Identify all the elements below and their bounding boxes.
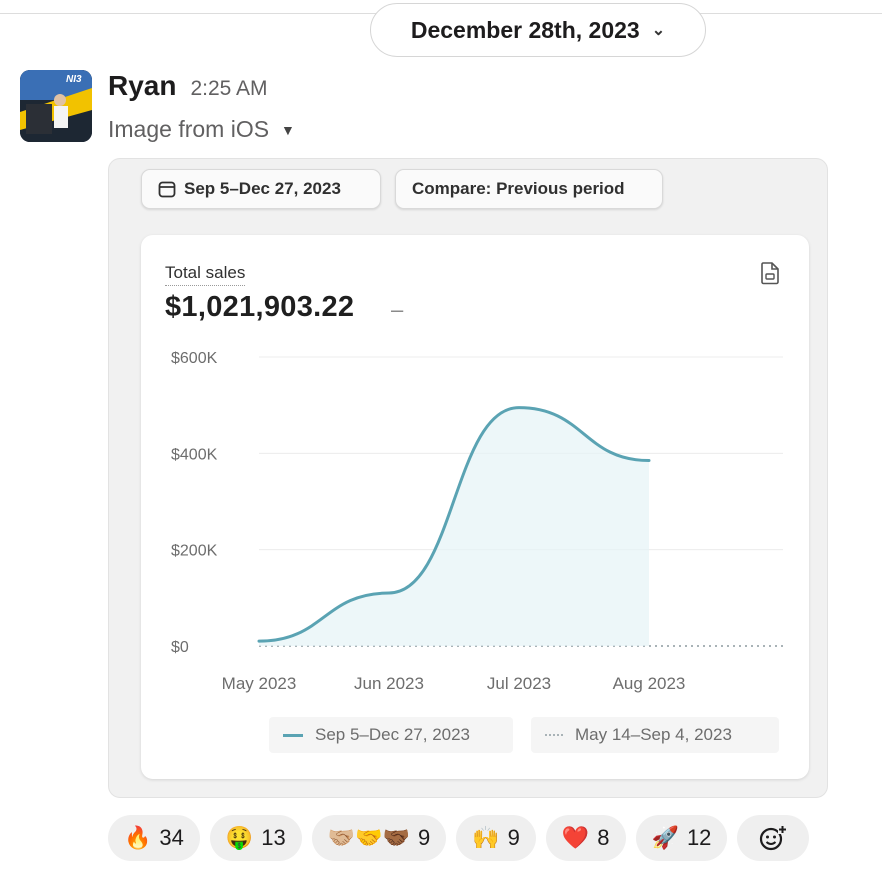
caret-down-icon[interactable]: ▼ xyxy=(281,121,295,138)
image-attachment[interactable]: Sep 5–Dec 27, 2023 Compare: Previous per… xyxy=(108,158,828,798)
money-mouth-face-icon: 🤑 xyxy=(225,825,254,850)
metric-title: Total sales xyxy=(165,263,246,286)
y-tick-label: $200K xyxy=(171,543,218,560)
reaction-pill[interactable]: ❤️ 8 xyxy=(545,815,626,861)
attachment-label[interactable]: Image from iOS ▼ xyxy=(108,116,295,143)
total-sales-card: Total sales $1,021,903.22 – $0 $200K $400K… xyxy=(141,235,809,779)
compare-label: Compare: Previous period xyxy=(412,179,625,198)
reaction-count: 13 xyxy=(261,825,286,850)
raised-hands-icon: 🙌 xyxy=(472,825,500,850)
reaction-pill[interactable]: 🚀 12 xyxy=(635,815,728,861)
reaction-pill[interactable]: 🔥 34 xyxy=(108,815,200,861)
rocket-icon: 🚀 xyxy=(651,825,679,850)
date-range-label: Sep 5–Dec 27, 2023 xyxy=(184,179,341,198)
date-divider-button[interactable]: December 28th, 2023 ⌄ xyxy=(370,3,706,57)
x-tick-label: Jun 2023 xyxy=(354,674,424,693)
svg-text:NI3: NI3 xyxy=(66,74,82,85)
x-tick-label: Jul 2023 xyxy=(487,674,551,693)
red-heart-icon: ❤️ xyxy=(561,825,590,850)
reaction-pill[interactable]: 🤝🏼🤝🤝🏾 9 xyxy=(311,815,447,861)
avatar[interactable]: NI3 xyxy=(20,70,92,142)
fire-icon: 🔥 xyxy=(124,825,152,850)
y-tick-label: $400K xyxy=(171,446,218,463)
reaction-count: 9 xyxy=(417,825,431,850)
series-current-line xyxy=(257,406,651,643)
attachment-label-text: Image from iOS xyxy=(108,116,270,142)
legend-dotted-line-swatch xyxy=(545,734,563,736)
legend-current-label: Sep 5–Dec 27, 2023 xyxy=(315,725,471,744)
reaction-count: 9 xyxy=(507,825,520,850)
message-header: Ryan 2:25 AM xyxy=(108,70,268,102)
legend-previous-period[interactable]: May 14–Sep 4, 2023 xyxy=(531,717,779,753)
add-emoji-icon xyxy=(760,825,788,851)
reaction-pill[interactable]: 🙌 9 xyxy=(456,815,536,861)
series-current-area xyxy=(259,407,649,646)
add-reaction-button[interactable] xyxy=(737,815,810,861)
legend-solid-line-swatch xyxy=(283,733,303,737)
reaction-count: 8 xyxy=(597,825,610,850)
legend-current-period[interactable]: Sep 5–Dec 27, 2023 xyxy=(269,717,513,753)
x-tick-label: Aug 2023 xyxy=(613,674,686,693)
reaction-count: 34 xyxy=(159,825,184,850)
metric-change: – xyxy=(391,297,404,322)
reaction-pill[interactable]: 🤑 13 xyxy=(209,815,302,861)
sender-name[interactable]: Ryan xyxy=(108,70,177,101)
calendar-icon xyxy=(158,181,176,198)
x-tick-label: May 2023 xyxy=(222,674,297,693)
date-divider-label: December 28th, 2023 xyxy=(410,16,640,43)
sales-line-chart: $0 $200K $400K $600K May 2023 Jun 2023 Jul 202… xyxy=(171,350,783,693)
reaction-count: 12 xyxy=(686,825,712,850)
date-range-button[interactable]: Sep 5–Dec 27, 2023 xyxy=(141,169,381,209)
chevron-down-icon: ⌄ xyxy=(651,22,666,39)
legend-previous-label: May 14–Sep 4, 2023 xyxy=(575,725,732,744)
y-tick-label: $0 xyxy=(171,639,189,656)
metric-value: $1,021,903.22 xyxy=(165,291,355,323)
export-report-icon[interactable] xyxy=(759,261,781,285)
y-tick-label: $600K xyxy=(171,350,218,367)
compare-button[interactable]: Compare: Previous period xyxy=(395,169,663,209)
reaction-bar: 🔥 34 🤑 13 🤝🏼🤝🤝🏾 9 🙌 9 ❤️ 8 🚀 12 xyxy=(108,815,810,861)
handshake-icon: 🤝🏼🤝🤝🏾 xyxy=(327,825,410,850)
message-timestamp[interactable]: 2:25 AM xyxy=(190,77,268,100)
